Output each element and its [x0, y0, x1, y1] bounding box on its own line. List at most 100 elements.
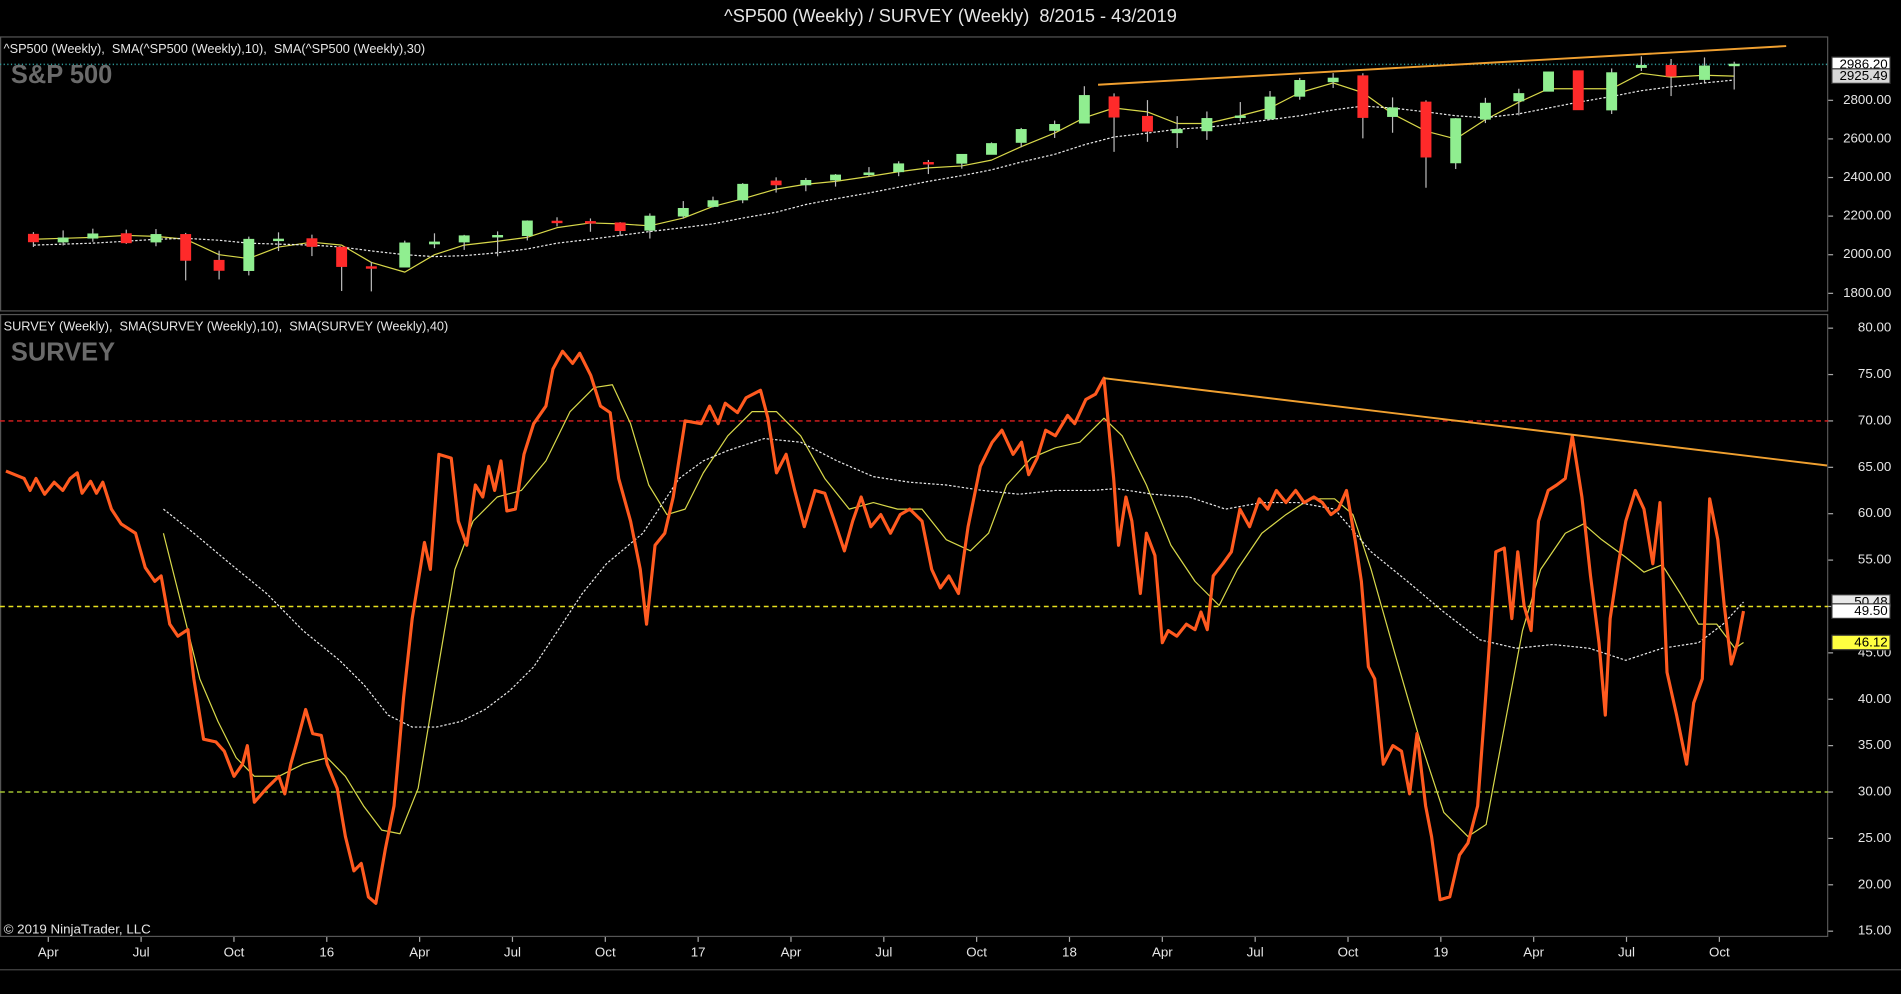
candle-body: [1015, 129, 1027, 143]
candle-body: [614, 222, 626, 232]
panel: SURVEY (Weekly), SMA(SURVEY (Weekly),10)…: [0, 319, 1891, 959]
candle-body: [1078, 95, 1090, 124]
survey-panel-frame: [0, 313, 1829, 938]
x-tick-label: Jul: [875, 944, 892, 959]
x-tick-label: 16: [319, 944, 334, 959]
y-tick-label: 2800.00: [1843, 92, 1891, 107]
y-tick-label: 80.00: [1858, 320, 1891, 335]
candle-body: [213, 259, 225, 271]
candle-body: [399, 242, 411, 268]
x-tick-label: Apr: [38, 944, 59, 959]
candle-body: [57, 237, 69, 243]
candle-body: [644, 215, 656, 231]
candle-body: [1387, 107, 1399, 117]
candle-body: [336, 246, 348, 267]
x-tick-label: Jul: [1618, 944, 1635, 959]
price-panel-frame: [0, 36, 1829, 312]
y-tick-label: 40.00: [1858, 691, 1891, 706]
copyright: © 2019 NinjaTrader, LLC: [4, 921, 152, 936]
candle-body: [87, 233, 99, 239]
y-tick-label: 2400.00: [1843, 169, 1891, 184]
candle-body: [922, 162, 934, 165]
candle-body: [429, 241, 440, 245]
candle-body: [1108, 96, 1120, 118]
x-tick-label: Oct: [966, 944, 987, 959]
survey-line: [5, 349, 1746, 905]
candle-body: [830, 174, 841, 181]
candle-body: [1327, 77, 1339, 83]
candle-body: [956, 153, 968, 164]
value-tag-label: 46.12: [1854, 635, 1887, 650]
candle-body: [707, 200, 719, 207]
trendline: [1097, 45, 1787, 86]
candle-body: [677, 207, 689, 217]
x-tick-label: Oct: [1709, 944, 1730, 959]
candle-body: [1450, 118, 1462, 164]
candle-body: [584, 221, 596, 224]
candle-body: [27, 233, 39, 243]
moving-average: [162, 384, 1744, 838]
y-tick-label: 75.00: [1858, 366, 1891, 381]
x-tick-label: Apr: [1523, 944, 1544, 959]
candle-body: [1264, 96, 1276, 120]
candle-body: [150, 234, 162, 243]
panel-label: S&P 500: [11, 61, 112, 89]
y-tick-label: 1800.00: [1843, 285, 1891, 300]
candle-body: [863, 172, 875, 176]
y-tick-label: 2200.00: [1843, 208, 1891, 223]
candle-body: [521, 220, 533, 237]
candle-body: [1234, 115, 1246, 118]
value-tag-label: 2925.49: [1839, 68, 1887, 83]
y-tick-label: 70.00: [1858, 412, 1891, 427]
candle-body: [1635, 64, 1647, 68]
x-tick-label: 17: [691, 944, 706, 959]
candle-body: [1479, 102, 1491, 120]
x-tick-label: Oct: [595, 944, 616, 959]
x-tick-label: Oct: [224, 944, 245, 959]
candle-body: [1420, 101, 1432, 158]
x-tick-label: Oct: [1338, 944, 1359, 959]
x-tick-label: Apr: [409, 944, 430, 959]
candle-body: [893, 163, 905, 173]
candle-body: [1357, 75, 1369, 118]
candle-body: [800, 180, 812, 186]
trendline: [1103, 377, 1828, 467]
moving-average: [163, 437, 1744, 728]
candle-body: [1572, 70, 1584, 111]
candle-body: [1142, 115, 1153, 132]
y-tick-label: 25.00: [1858, 830, 1891, 845]
y-tick-label: 2000.00: [1843, 246, 1891, 261]
candle-body: [1201, 118, 1213, 132]
candle-body: [551, 220, 563, 224]
y-tick-label: 55.00: [1858, 552, 1891, 567]
candle-body: [1171, 129, 1183, 134]
x-tick-label: Jul: [504, 944, 521, 959]
candle-body: [986, 143, 997, 155]
x-tick-label: Jul: [1247, 944, 1264, 959]
value-tag-label: 49.50: [1854, 603, 1887, 618]
x-tick-label: Jul: [133, 944, 150, 959]
value-tag: [1831, 68, 1891, 84]
candle-body: [1728, 63, 1740, 67]
y-tick-label: 15.00: [1858, 923, 1891, 938]
panel: ^SP500 (Weekly), SMA(^SP500 (Weekly),10)…: [0, 41, 1891, 300]
candle-body: [120, 233, 132, 244]
indicator-header: SURVEY (Weekly), SMA(SURVEY (Weekly),10)…: [4, 319, 449, 334]
candle-body: [1606, 72, 1618, 111]
x-tick-label: 18: [1062, 944, 1077, 959]
y-tick-label: 30.00: [1858, 784, 1891, 799]
candle-body: [1665, 64, 1677, 77]
y-tick-label: 65.00: [1858, 459, 1891, 474]
candle-body: [458, 235, 470, 243]
candle-body: [306, 238, 318, 247]
value-tag: [1831, 634, 1891, 651]
candle-body: [1543, 71, 1554, 92]
candle-body: [1294, 80, 1306, 97]
y-tick-label: 35.00: [1858, 737, 1891, 752]
value-tag: [1831, 603, 1891, 619]
panel-label: SURVEY: [11, 339, 115, 367]
candle-body: [1513, 93, 1525, 102]
candle-body: [1049, 124, 1061, 131]
